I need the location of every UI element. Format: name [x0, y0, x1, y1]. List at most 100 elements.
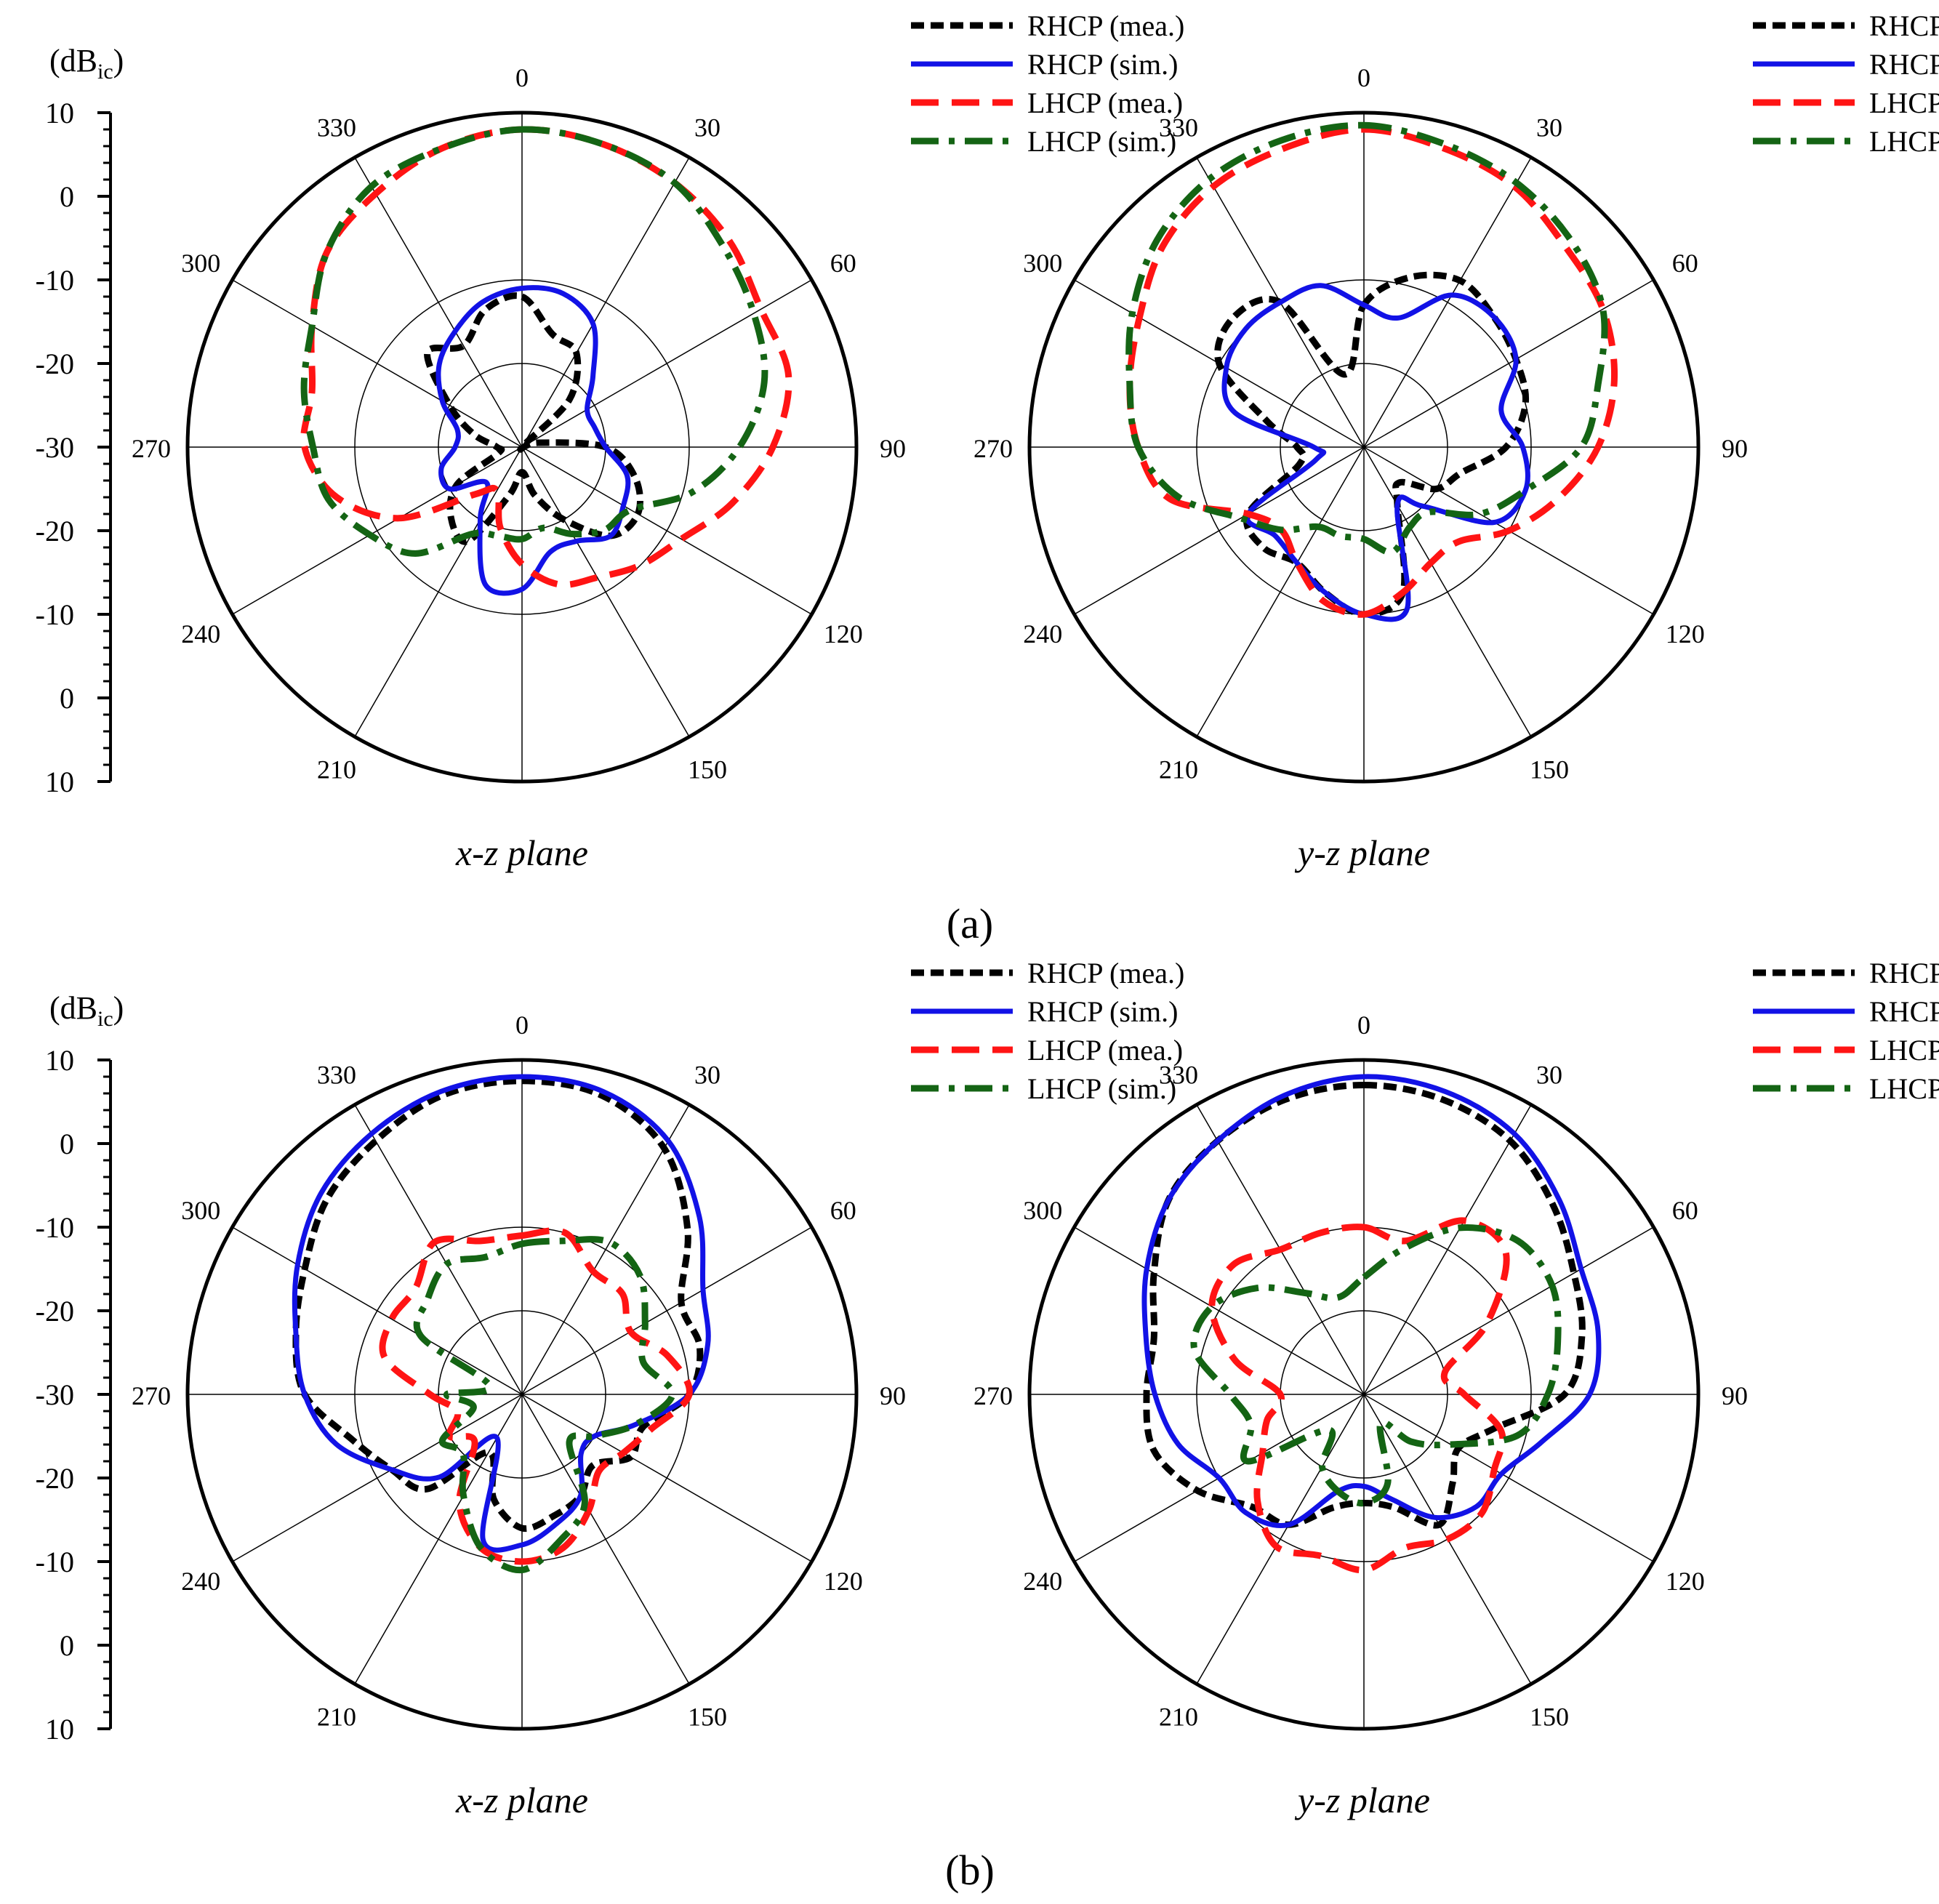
unit-label: (dBic)	[49, 990, 124, 1031]
angle-spoke	[1196, 1104, 1532, 1684]
angle-tick-label: 120	[1666, 619, 1705, 648]
radial-tick-label: -20	[36, 1462, 74, 1495]
series-curve-rhcp-sim	[1221, 283, 1530, 622]
angle-tick-label: 240	[181, 1567, 220, 1596]
polar-chart-1: 0 30 60 90 120 150 210 240 270 300 330 x-z plane RHC…	[36, 9, 1185, 873]
angle-spoke	[354, 157, 690, 737]
legend-label: RHCP (sim.)	[1869, 995, 1939, 1028]
angle-tick-label: 90	[880, 434, 906, 463]
legend-label: LHCP (sim.)	[1027, 1072, 1176, 1105]
series-curve-lhcp-sim	[300, 126, 768, 557]
angle-tick-label: 30	[694, 113, 720, 142]
series-curve-rhcp-mea	[292, 1077, 704, 1533]
angle-tick-label: 90	[880, 1381, 906, 1410]
angle-tick-label: 240	[181, 619, 220, 648]
angle-spoke	[354, 1104, 690, 1684]
series-curve-lhcp-mea	[300, 126, 792, 588]
legend-label: RHCP (sim.)	[1027, 995, 1178, 1028]
legend-label: LHCP (sim.)	[1869, 1072, 1939, 1105]
series-curve-rhcp-sim	[435, 285, 631, 596]
radial-tick-label: 10	[45, 1713, 74, 1746]
unit-label: (dBic)	[49, 43, 124, 84]
angle-tick-label: 300	[181, 1196, 220, 1225]
angle-tick-label: 210	[317, 755, 356, 784]
radial-tick-label: -20	[36, 348, 74, 380]
angle-tick-label: 90	[1722, 1381, 1748, 1410]
radial-tick-label: -30	[36, 431, 74, 464]
radial-tick-label: 0	[60, 180, 74, 213]
radial-tick-label: 0	[60, 1128, 74, 1160]
radial-tick-label: 10	[45, 766, 74, 798]
angle-tick-label: 60	[1672, 249, 1698, 278]
angle-tick-label: 240	[1023, 1567, 1062, 1596]
legend-label: LHCP (mea.)	[1027, 87, 1183, 119]
angle-tick-label: 150	[1530, 755, 1569, 784]
angle-tick-label: 210	[1159, 755, 1198, 784]
angle-tick-label: 270	[132, 434, 171, 463]
plane-title: y-z plane	[1294, 1780, 1430, 1820]
series-curve-rhcp-mea	[424, 292, 644, 545]
radial-tick-label: -20	[36, 1295, 74, 1327]
angle-tick-label: 150	[1530, 1703, 1569, 1732]
series-curve-rhcp-sim	[292, 1074, 711, 1553]
angle-tick-label: 60	[830, 249, 856, 278]
series-curve-lhcp-sim	[413, 1236, 676, 1574]
radial-tick-label: 0	[60, 1629, 74, 1662]
series-curve-rhcp-sim	[1141, 1074, 1602, 1528]
radial-tick-label: -20	[36, 515, 74, 547]
series-curve-lhcp-sim	[1125, 121, 1608, 556]
angle-tick-label: 120	[824, 619, 863, 648]
legend-label: LHCP (sim.)	[1869, 125, 1939, 158]
angle-tick-label: 150	[688, 755, 727, 784]
angle-tick-label: 90	[1722, 434, 1748, 463]
legend-label: LHCP (sim.)	[1027, 125, 1176, 158]
radial-tick-label: -10	[36, 264, 74, 297]
legend-label: LHCP (mea.)	[1869, 87, 1939, 119]
radial-tick-label: -30	[36, 1378, 74, 1411]
angle-tick-label: 0	[1357, 63, 1370, 92]
polar-chart-2: 0 30 60 90 120 150 210 240 270 300 330 y-z plane RHC…	[973, 9, 1939, 873]
legend-label: RHCP (mea.)	[1027, 957, 1184, 989]
angle-tick-label: 330	[317, 1060, 356, 1089]
angle-tick-label: 0	[515, 1011, 529, 1040]
polar-chart-4: 0 30 60 90 120 150 210 240 270 300 330 y-z plane RHC…	[973, 957, 1939, 1820]
angle-tick-label: 120	[824, 1567, 863, 1596]
plane-title: y-z plane	[1294, 832, 1430, 873]
polar-chart-3: 0 30 60 90 120 150 210 240 270 300 330 x-z plane RHC…	[36, 957, 1185, 1820]
subplot-label-b: (b)	[945, 1847, 995, 1894]
series-curve-lhcp-sim	[1190, 1224, 1562, 1507]
series-curve-lhcp-mea	[1126, 126, 1618, 618]
radial-tick-label: 0	[60, 682, 74, 715]
angle-tick-label: 240	[1023, 619, 1062, 648]
angle-tick-label: 270	[973, 434, 1013, 463]
angle-tick-label: 60	[1672, 1196, 1698, 1225]
plane-title: x-z plane	[455, 1780, 588, 1820]
series-curve-lhcp-mea	[1208, 1217, 1510, 1574]
angle-tick-label: 270	[973, 1381, 1013, 1410]
angle-tick-label: 60	[830, 1196, 856, 1225]
legend-label: RHCP (mea.)	[1869, 957, 1939, 989]
legend-label: LHCP (mea.)	[1869, 1034, 1939, 1067]
angle-tick-label: 270	[132, 1381, 171, 1410]
radial-tick-label: -10	[36, 598, 74, 631]
plane-title: x-z plane	[455, 832, 588, 873]
radial-tick-label: 10	[45, 97, 74, 129]
angle-tick-label: 300	[181, 249, 220, 278]
angle-tick-label: 330	[1159, 113, 1198, 142]
legend-label: RHCP (mea.)	[1027, 9, 1184, 42]
angle-tick-label: 300	[1023, 1196, 1062, 1225]
legend-label: RHCP (mea.)	[1869, 9, 1939, 42]
angle-tick-label: 210	[1159, 1703, 1198, 1732]
radial-tick-label: -10	[36, 1211, 74, 1244]
angle-tick-label: 330	[317, 113, 356, 142]
angle-tick-label: 150	[688, 1703, 727, 1732]
angle-tick-label: 210	[317, 1703, 356, 1732]
radial-tick-label: -10	[36, 1546, 74, 1578]
radial-tick-label: 10	[45, 1044, 74, 1077]
series-curve-lhcp-mea	[379, 1227, 693, 1565]
series-curve-rhcp-mea	[1143, 1082, 1586, 1529]
angle-tick-label: 120	[1666, 1567, 1705, 1596]
angle-tick-label: 300	[1023, 249, 1062, 278]
angle-tick-label: 30	[1536, 1060, 1562, 1089]
